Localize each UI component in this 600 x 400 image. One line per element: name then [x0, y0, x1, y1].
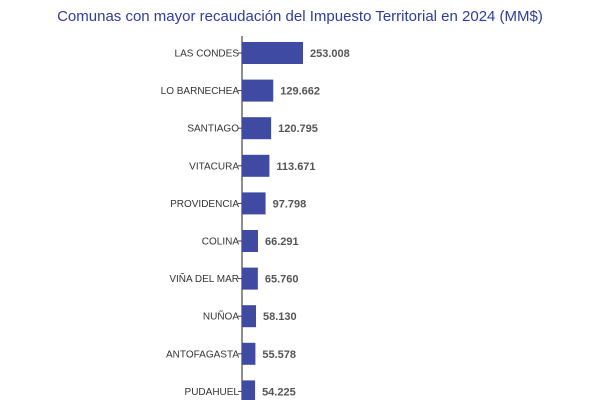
- category-label: VITACURA: [189, 161, 239, 172]
- category-label: PROVIDENCIA: [170, 199, 239, 210]
- value-label: 97.798: [273, 198, 307, 210]
- bar: [242, 342, 256, 365]
- bar: [242, 230, 258, 252]
- category-label: SANTIAGO: [187, 124, 239, 135]
- value-label: 54.225: [262, 386, 296, 398]
- category-label: PUDAHUEL: [185, 387, 240, 398]
- chart-title: Comunas con mayor recaudación del Impues…: [57, 8, 543, 25]
- value-label: 55.578: [262, 349, 296, 361]
- value-label: 58.130: [263, 311, 297, 323]
- value-label: 66.291: [265, 236, 299, 248]
- bar: [242, 267, 258, 290]
- value-label: 253.008: [310, 48, 350, 60]
- category-label: LAS CONDES: [175, 49, 240, 60]
- bar: [242, 79, 274, 102]
- bar: [242, 192, 266, 215]
- value-label: 129.662: [280, 86, 320, 98]
- category-label: ANTOFAGASTA: [166, 349, 239, 360]
- bar: [242, 42, 303, 64]
- bar: [242, 154, 270, 177]
- category-label: LO BARNECHEA: [161, 86, 240, 97]
- bar: [242, 305, 257, 328]
- value-label: 65.760: [265, 274, 299, 286]
- category-label: COLINA: [202, 237, 240, 248]
- value-label: 120.795: [278, 123, 318, 135]
- value-label: 113.671: [276, 161, 315, 173]
- bar: [242, 380, 256, 400]
- category-label: NUÑOA: [203, 310, 239, 323]
- category-label: VIÑA DEL MAR: [169, 272, 239, 285]
- bar: [242, 117, 272, 140]
